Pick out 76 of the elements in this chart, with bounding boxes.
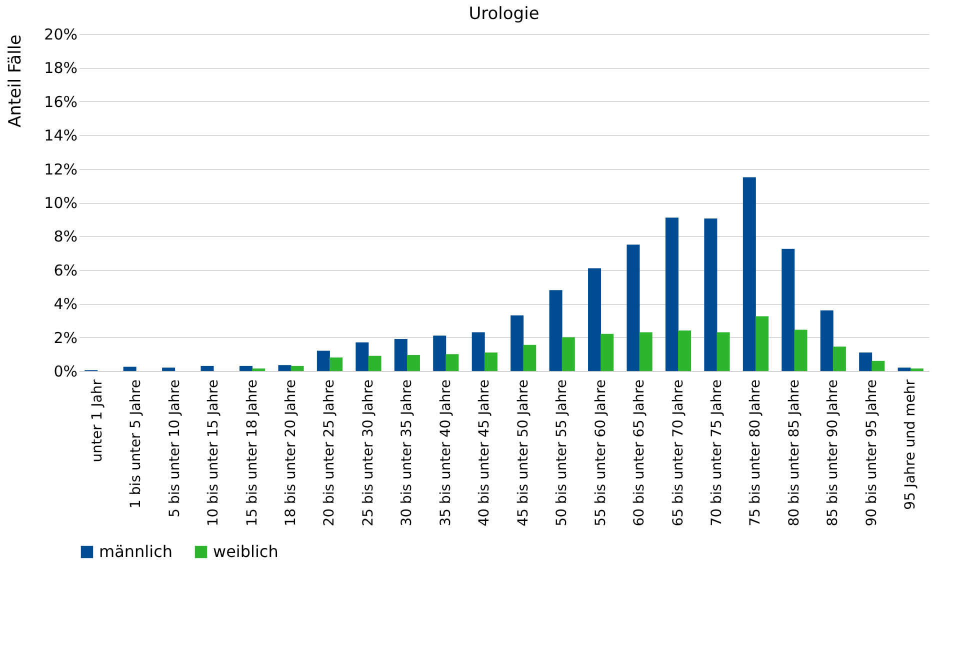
y-tick-label: 10% (44, 194, 78, 212)
y-tick-label: 14% (44, 126, 78, 145)
x-tick-label: 20 bis unter 25 Jahre (322, 380, 338, 526)
bar (859, 352, 872, 371)
y-tick-label: 20% (44, 26, 78, 44)
bar (472, 332, 485, 371)
bar (562, 337, 575, 371)
bar (394, 338, 408, 371)
x-tick-label: 10 bis unter 15 Jahre (206, 380, 222, 526)
bar (898, 368, 911, 371)
bar (794, 330, 808, 371)
bar (330, 358, 343, 371)
bar (200, 366, 214, 371)
x-tick-label: 15 bis unter 18 Jahre (244, 380, 260, 526)
legend-label: weiblich (213, 542, 278, 561)
bar (910, 368, 924, 371)
bar (756, 316, 768, 371)
bar (356, 342, 369, 371)
x-tick-label: 70 bis unter 75 Jahre (708, 380, 725, 526)
x-tick-label: 35 bis unter 40 Jahre (438, 380, 454, 526)
legend-label: männlich (99, 542, 172, 561)
bar (406, 354, 420, 371)
x-tick-label: 75 bis unter 80 Jahre (748, 380, 764, 526)
bar (252, 368, 266, 371)
x-tick-label: 80 bis unter 85 Jahre (786, 380, 802, 526)
x-tick-label: 95 Jahre und mehr (902, 379, 919, 510)
x-tick-label: 45 bis unter 50 Jahre (515, 380, 532, 526)
bar (742, 177, 756, 371)
x-tick-label: 55 bis unter 60 Jahre (592, 380, 609, 526)
y-tick-label: 8% (54, 228, 78, 246)
bar (588, 268, 602, 371)
bar (872, 360, 885, 371)
y-tick-label: 4% (54, 295, 78, 314)
bar (433, 336, 446, 371)
x-tick-label: 5 bis unter 10 Jahre (166, 380, 183, 518)
y-axis-title: Anteil Fälle (6, 34, 26, 128)
bar (240, 366, 252, 371)
x-tick-label: 25 bis unter 30 Jahre (360, 380, 376, 526)
y-tick-label: 2% (54, 328, 78, 347)
bar (316, 350, 330, 371)
bar (665, 218, 678, 371)
bar (626, 244, 640, 371)
y-tick-label: 16% (44, 92, 78, 111)
x-tick-label: 40 bis unter 45 Jahre (476, 380, 493, 526)
x-tick-label: 60 bis unter 65 Jahre (632, 380, 648, 526)
x-tick-label: 90 bis unter 95 Jahre (864, 380, 880, 526)
bar (600, 334, 614, 371)
chart-title: Urologie (468, 4, 540, 24)
y-tick-label: 0% (54, 362, 78, 380)
x-tick-label: 1 bis unter 5 Jahre (128, 380, 144, 508)
bar (678, 330, 692, 371)
x-tick-label: 18 bis unter 20 Jahre (283, 380, 300, 526)
y-tick-label: 12% (44, 160, 78, 178)
bar (278, 365, 292, 371)
x-tick-label: 85 bis unter 90 Jahre (825, 380, 842, 526)
bar (523, 344, 536, 371)
bar (510, 315, 524, 371)
bar (123, 366, 136, 371)
bar (446, 354, 459, 371)
bar (484, 352, 498, 371)
y-tick-label: 18% (44, 59, 78, 78)
x-tick-label: 50 bis unter 55 Jahre (554, 380, 570, 526)
bar (639, 332, 652, 371)
bar (820, 310, 834, 371)
bar (716, 332, 730, 371)
y-tick-label: 6% (54, 261, 78, 280)
bar (368, 356, 382, 371)
bar (704, 218, 718, 371)
x-tick-label: 65 bis unter 70 Jahre (670, 380, 686, 526)
bar (549, 290, 562, 371)
x-tick-label: unter 1 Jahr (89, 379, 106, 462)
bar (832, 346, 846, 371)
bar (290, 366, 304, 371)
bar (162, 368, 176, 371)
x-tick-label: 30 bis unter 35 Jahre (399, 380, 416, 526)
bar (782, 248, 795, 371)
